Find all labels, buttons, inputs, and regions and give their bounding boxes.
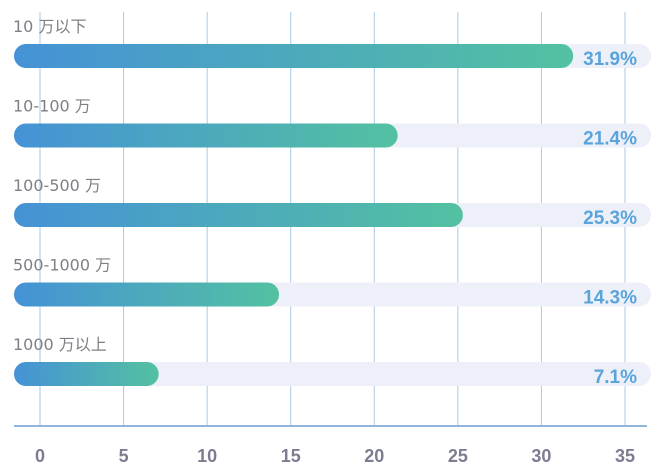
category-label: 10 万以下 bbox=[13, 17, 86, 36]
bar bbox=[14, 282, 280, 307]
bars bbox=[14, 44, 574, 386]
x-tick-label: 20 bbox=[364, 446, 384, 466]
category-labels: 10 万以下 10-100 万 100-500 万 500-1000 万 1000 万以… bbox=[13, 17, 111, 354]
value-labels: 31.9% 21.4% 25.3% 14.3% 7.1% bbox=[583, 49, 637, 388]
bar bbox=[14, 44, 574, 68]
bar bbox=[14, 123, 398, 148]
bar bbox=[14, 203, 463, 227]
value-label: 21.4% bbox=[583, 129, 637, 150]
value-label: 14.3% bbox=[583, 288, 637, 309]
category-label: 10-100 万 bbox=[13, 97, 91, 116]
value-label: 7.1% bbox=[594, 367, 637, 388]
value-label: 25.3% bbox=[583, 208, 637, 229]
category-label: 100-500 万 bbox=[13, 176, 101, 195]
x-tick-label: 0 bbox=[35, 446, 45, 466]
x-tick-label: 5 bbox=[119, 446, 129, 466]
category-label: 500-1000 万 bbox=[13, 256, 111, 275]
bar-track bbox=[14, 362, 651, 386]
x-tick-label: 35 bbox=[615, 446, 635, 466]
bar bbox=[14, 362, 159, 386]
x-tick-label: 25 bbox=[448, 446, 468, 466]
value-label: 31.9% bbox=[583, 49, 637, 70]
x-tick-label: 15 bbox=[281, 446, 301, 466]
category-label: 1000 万以上 bbox=[13, 335, 107, 354]
x-axis: 0 5 10 15 20 25 30 35 bbox=[14, 425, 647, 466]
x-tick-label: 10 bbox=[197, 446, 217, 466]
x-tick-label: 30 bbox=[531, 446, 551, 466]
